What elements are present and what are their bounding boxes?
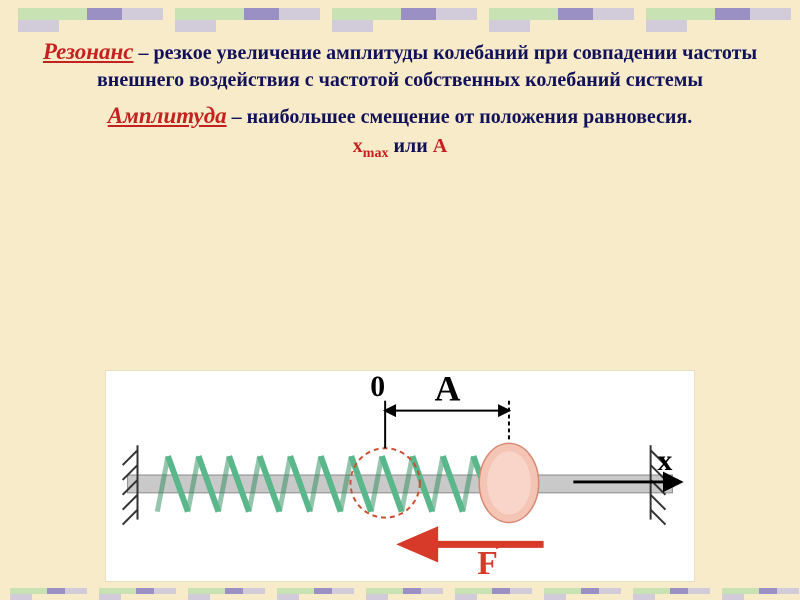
spring-figure: 0 A x F [105, 370, 695, 582]
symbol-A: A [433, 135, 447, 157]
deco-seg [10, 588, 87, 600]
deco-seg [99, 588, 176, 600]
dash: – [133, 42, 153, 64]
amplitude-text: наибольшее смещение от положения равнове… [247, 106, 693, 128]
label-x: x [658, 445, 673, 477]
deco-seg [188, 588, 265, 600]
deco-seg [18, 8, 163, 32]
force-arrow [405, 531, 544, 557]
deco-seg [455, 588, 532, 600]
label-A: A [435, 371, 461, 409]
deco-seg [277, 588, 354, 600]
resonance-text: резкое увеличение амплитуды колебаний пр… [97, 42, 757, 91]
label-zero: 0 [370, 371, 385, 403]
deco-seg [489, 8, 634, 32]
resonance-definition: Резонанс – резкое увеличение амплитуды к… [0, 36, 800, 94]
symbol-x: x [353, 135, 363, 157]
decorative-strip-top [18, 8, 791, 32]
symbol-max: max [363, 146, 389, 161]
deco-seg [633, 588, 710, 600]
label-F: F [477, 545, 498, 581]
spring-diagram-svg: 0 A x F [106, 371, 694, 581]
deco-seg [366, 588, 443, 600]
label-F-group: F [476, 541, 504, 581]
symbol-row: xmax или A [0, 135, 800, 162]
resonance-term: Резонанс [43, 39, 134, 64]
amplitude-term: Амплитуда [108, 103, 227, 128]
symbol-or: или [388, 135, 432, 157]
ball-highlight [487, 451, 531, 514]
deco-seg [722, 588, 799, 600]
deco-seg [175, 8, 320, 32]
decorative-strip-bottom [10, 588, 799, 600]
dash: – [227, 106, 247, 128]
amplitude-definition: Амплитуда – наибольшее смещение от полож… [0, 100, 800, 131]
deco-seg [544, 588, 621, 600]
deco-seg [332, 8, 477, 32]
deco-seg [646, 8, 791, 32]
